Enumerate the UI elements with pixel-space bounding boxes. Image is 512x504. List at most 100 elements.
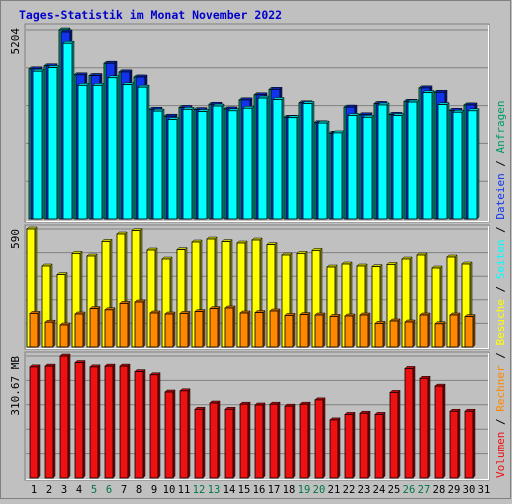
bar-face (449, 314, 459, 348)
bar-face (32, 70, 43, 220)
bar-face (344, 413, 354, 479)
bar-face (299, 403, 309, 479)
bar-face (389, 391, 399, 479)
x-tick-label-day-14: 14 (223, 484, 236, 496)
bar-face (212, 105, 223, 220)
bar-face (194, 311, 204, 348)
bar-seiten-day-4 (77, 82, 90, 220)
bar-volumen-day-6 (104, 363, 116, 479)
bar-volumen-day-29 (449, 408, 461, 479)
bar-face (59, 355, 69, 479)
x-tick-label-day-8: 8 (136, 484, 142, 496)
x-tick-label-day-29: 29 (448, 484, 461, 496)
bar-face (224, 307, 234, 348)
bar-rechner-day-11 (179, 310, 191, 348)
bar-rechner-day-5 (89, 305, 101, 348)
x-tick-label-day-28: 28 (433, 484, 446, 496)
bar-face (434, 385, 444, 479)
bar-seiten-day-24 (377, 102, 390, 220)
x-tick-label-day-7: 7 (121, 484, 127, 496)
legend-item-seiten: Seiten (494, 240, 507, 280)
y-axis-max-label: 5204 (9, 28, 22, 55)
bar-face (122, 84, 133, 220)
bar-face (464, 410, 474, 479)
bar-face (104, 365, 114, 479)
bar-face (182, 108, 193, 220)
bar-face (119, 302, 129, 348)
bar-rechner-day-4 (74, 311, 86, 348)
bar-face (392, 115, 403, 220)
bar-volumen-day-13 (209, 400, 221, 479)
x-axis-tick-labels: 1 2 3 4 5 6 7 8 9 10 11 12 13 14 15 16 17 18 19 20 21 22 23 24 2… (31, 484, 490, 496)
bar-seiten-day-7 (122, 82, 135, 220)
y-axis-max-label: 310.67 MB (9, 356, 22, 416)
bar-face (92, 84, 103, 220)
bar-face (317, 122, 328, 220)
bar-volumen-day-20 (314, 397, 326, 479)
bar-rechner-day-8 (134, 299, 146, 348)
bar-face (164, 313, 174, 348)
bar-face (452, 111, 463, 220)
bar-rechner-day-14 (224, 305, 236, 348)
bar-face (209, 308, 219, 348)
bar-seiten-day-22 (347, 112, 360, 220)
bar-face (449, 410, 459, 479)
bar-face (347, 115, 358, 220)
bar-volumen-day-21 (329, 417, 341, 479)
x-tick-label-day-16: 16 (253, 484, 266, 496)
bar-volumen-day-3 (59, 353, 71, 479)
bar-face (194, 408, 204, 479)
bar-face (134, 371, 144, 479)
bar-rechner-day-26 (404, 319, 416, 348)
bar-face (47, 67, 58, 220)
panel-2: 590 (9, 224, 490, 350)
bar-seiten-day-16 (257, 95, 270, 220)
bar-face (284, 314, 294, 348)
x-tick-label-day-25: 25 (388, 484, 401, 496)
bar-rechner-day-20 (314, 312, 326, 348)
bar-face (374, 322, 384, 348)
bar-face (257, 97, 268, 220)
legend: Volumen / Rechner / Besuche / Seiten / D… (494, 100, 507, 478)
bar-seiten-day-30 (467, 108, 480, 220)
bar-rechner-day-28 (434, 321, 446, 348)
bar-volumen-day-8 (134, 368, 146, 479)
bar-seiten-day-26 (407, 99, 420, 220)
bar-face (149, 374, 159, 479)
x-tick-label-day-4: 4 (76, 484, 82, 496)
bar-seiten-day-25 (392, 112, 405, 220)
x-tick-label-day-17: 17 (268, 484, 281, 496)
bar-seiten-day-14 (227, 108, 240, 220)
bar-rechner-day-2 (44, 319, 56, 348)
x-tick-label-day-13: 13 (208, 484, 221, 496)
bar-face (224, 408, 234, 479)
panel-1: 5204 (9, 23, 490, 223)
bar-seiten-day-29 (452, 109, 465, 220)
bar-face (287, 117, 298, 220)
bar-face (374, 413, 384, 479)
bar-face (269, 310, 279, 348)
bar-face (74, 313, 84, 348)
bar-volumen-day-22 (344, 411, 356, 479)
bar-rechner-day-21 (329, 313, 341, 348)
legend-text: Volumen / Rechner / Besuche / Seiten / D… (494, 100, 507, 478)
bar-face (269, 403, 279, 479)
bar-rechner-day-16 (254, 309, 266, 348)
bar-volumen-day-18 (284, 403, 296, 479)
bar-face (272, 99, 283, 220)
x-tick-label-day-30: 30 (463, 484, 476, 496)
bar-face (62, 42, 73, 220)
bar-seiten-day-23 (362, 114, 375, 220)
legend-separator: / (494, 412, 507, 432)
bar-face (89, 366, 99, 479)
bar-face (332, 132, 343, 220)
x-tick-label-day-11: 11 (178, 484, 191, 496)
x-tick-label-day-22: 22 (343, 484, 356, 496)
x-tick-label-day-9: 9 (151, 484, 157, 496)
x-tick-label-day-23: 23 (358, 484, 371, 496)
bar-face (227, 110, 238, 220)
bar-face (89, 308, 99, 348)
bar-rechner-day-3 (59, 322, 71, 348)
bar-face (404, 321, 414, 348)
bar-volumen-day-1 (29, 364, 41, 479)
